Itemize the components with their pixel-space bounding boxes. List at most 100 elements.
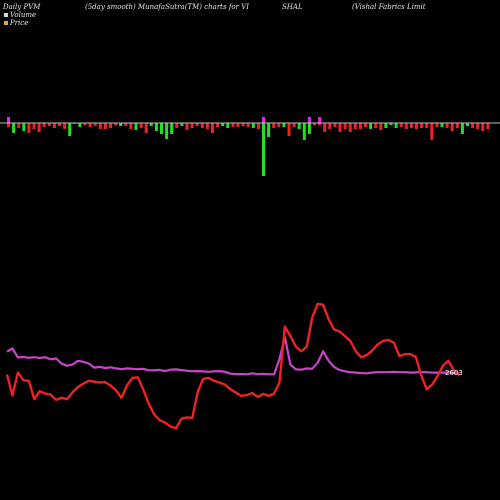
volume-bar: [282, 123, 286, 127]
volume-bar: [195, 123, 199, 126]
volume-bar: [379, 123, 383, 130]
volume-bar: [221, 123, 225, 126]
volume-bar: [47, 123, 51, 126]
volume-bar: [170, 123, 174, 134]
volume-bar: [394, 123, 398, 128]
volume-bar: [404, 123, 408, 129]
volume-bar: [160, 123, 163, 134]
legend-price: Price: [4, 19, 28, 27]
volume-bar: [37, 123, 41, 132]
volume-bar: [165, 123, 169, 139]
ma-line: [6, 336, 460, 376]
volume-bar: [292, 123, 296, 127]
volume-marker: [307, 117, 311, 123]
volume-bar: [58, 123, 61, 126]
volume-bar: [262, 123, 265, 176]
volume-bar: [435, 123, 439, 127]
volume-bar: [83, 123, 87, 125]
volume-bar: [124, 123, 128, 126]
volume-bar: [481, 123, 485, 131]
volume-bar: [343, 123, 347, 129]
volume-bar: [216, 123, 220, 127]
volume-bar: [134, 123, 138, 130]
volume-bar: [466, 123, 469, 126]
volume-bar: [119, 123, 123, 126]
volume-bar: [129, 123, 133, 129]
volume-bar: [190, 123, 194, 128]
volume-bar: [267, 123, 271, 137]
chart-title-left: Daily PVM: [3, 3, 41, 11]
price-line: [5, 302, 461, 430]
volume-bar: [103, 123, 107, 129]
volume-bar: [154, 123, 158, 131]
volume-bar: [27, 123, 31, 133]
volume-bar: [450, 123, 454, 131]
volume-bar: [277, 123, 281, 127]
volume-bar: [302, 123, 306, 140]
volume-bar: [455, 123, 459, 128]
chart-title-right: (Vishal Fabrics Limit: [352, 3, 426, 11]
volume-bar: [226, 123, 230, 128]
volume-bar: [241, 123, 245, 126]
volume-bar: [231, 123, 235, 127]
volume-bar: [32, 123, 36, 129]
volume-bar: [93, 123, 97, 126]
volume-bar: [256, 123, 260, 129]
volume-bar: [358, 123, 362, 129]
volume-bar: [246, 123, 250, 127]
legend-price-swatch: [4, 21, 8, 25]
volume-bar: [7, 123, 10, 127]
volume-bar: [307, 123, 311, 134]
volume-bar: [139, 123, 143, 128]
volume-bar: [175, 123, 179, 128]
volume-bar: [420, 123, 424, 128]
volume-bar: [328, 123, 332, 129]
volume-bar: [297, 123, 301, 129]
legend-volume-label: Volume: [10, 11, 37, 19]
volume-bar: [323, 123, 327, 132]
volume-marker: [318, 117, 322, 123]
volume-bar: [445, 123, 449, 128]
volume-bar: [415, 123, 418, 129]
volume-bar: [144, 123, 148, 133]
volume-bar: [149, 123, 153, 126]
volume-bar: [205, 123, 209, 129]
volume-bar: [425, 123, 429, 128]
volume-bar: [114, 123, 118, 125]
volume-bar: [476, 123, 480, 129]
volume-bar: [460, 123, 464, 134]
volume-bar: [486, 123, 490, 129]
volume-bar: [42, 123, 46, 127]
volume-bar: [348, 123, 352, 132]
volume-bar: [318, 123, 322, 125]
volume-bar: [338, 123, 342, 132]
volume-bar: [185, 123, 189, 130]
legend-volume: Volume: [4, 11, 36, 19]
volume-bar: [389, 123, 393, 125]
volume-bar: [369, 123, 373, 129]
volume-bar: [68, 123, 72, 136]
chart-title-center-left: (5day smooth) MunafaSutra(TM) charts for…: [85, 3, 250, 11]
volume-bar: [384, 123, 388, 128]
volume-bar: [17, 123, 21, 128]
volume-bar: [409, 123, 413, 128]
volume-bar: [440, 123, 444, 127]
volume-bar: [180, 123, 184, 126]
volume-bar: [399, 123, 403, 127]
volume-bar: [22, 123, 26, 131]
legend-volume-swatch: [4, 13, 8, 17]
volume-bar: [287, 123, 291, 136]
volume-bar: [313, 123, 316, 125]
volume-bar: [364, 123, 367, 127]
volume-bar: [109, 123, 112, 128]
volume-bar: [63, 123, 67, 129]
volume-bar: [251, 123, 255, 128]
legend-price-label: Price: [10, 19, 29, 27]
last-price-label: 2603: [445, 369, 463, 377]
volume-bar: [374, 123, 378, 128]
volume-bar: [88, 123, 92, 127]
volume-marker: [262, 117, 265, 123]
volume-bar: [200, 123, 204, 128]
